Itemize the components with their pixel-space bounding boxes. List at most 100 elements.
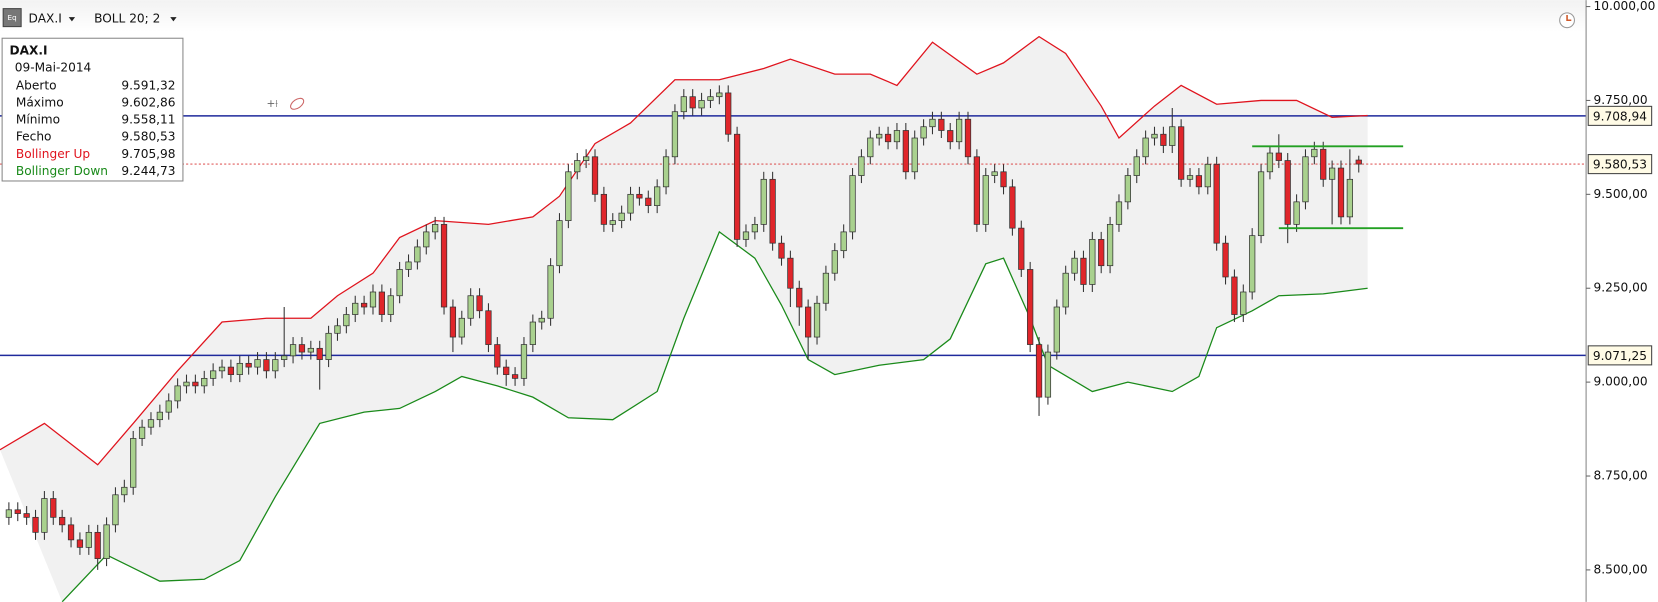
candle-body: [254, 359, 261, 368]
candle-body: [281, 355, 288, 360]
band-fill: [0, 36, 1368, 602]
info-label: Fecho: [16, 130, 52, 144]
candle-body: [1266, 152, 1274, 173]
info-value: 9.244,73: [121, 164, 175, 178]
info-value: 9.558,11: [121, 113, 175, 127]
candle-body: [316, 347, 323, 360]
candle-body: [796, 287, 803, 308]
candle-body: [778, 242, 785, 259]
price-flag-label: 9.071,25: [1593, 349, 1647, 363]
candle-body: [485, 310, 492, 345]
candle-body: [396, 269, 403, 297]
candle-body: [138, 426, 146, 439]
price-flag: [1587, 154, 1653, 175]
candle-body: [476, 295, 483, 312]
candle-body: [973, 156, 981, 225]
candle-body: [583, 156, 590, 161]
info-date: 09-Mai-2014: [15, 60, 92, 74]
eraser-icon[interactable]: [289, 96, 306, 111]
candle-body: [964, 118, 972, 158]
candle-body: [840, 231, 847, 252]
candle-body: [14, 509, 21, 514]
candle-body: [627, 193, 634, 214]
candle-body: [1257, 171, 1265, 237]
candle-body: [760, 178, 767, 225]
candle-body: [325, 332, 332, 360]
candle-body: [165, 400, 172, 413]
candle-body: [183, 381, 190, 387]
candle-body: [343, 314, 350, 327]
candle-body: [600, 193, 608, 225]
candle-body: [769, 178, 776, 244]
candle-body: [387, 295, 394, 315]
candle-body: [1293, 201, 1300, 225]
candle-body: [991, 171, 998, 176]
price-flag-label: 9.580,53: [1593, 158, 1647, 172]
dropdown-arrow[interactable]: [170, 17, 177, 22]
candle-body: [1142, 137, 1149, 158]
candle-body: [849, 175, 856, 233]
symbol-icon[interactable]: [2, 8, 22, 28]
candle-body: [156, 411, 163, 421]
candle-body: [1231, 276, 1238, 315]
candle-body: [369, 291, 377, 308]
candle-body: [733, 133, 741, 240]
candle-body: [867, 137, 874, 158]
candle-body: [1062, 272, 1069, 308]
candle-body: [23, 513, 30, 518]
candle-body: [1080, 257, 1087, 285]
candle-body: [929, 118, 936, 128]
tool-icon[interactable]: +⟊: [266, 98, 278, 110]
candle-body: [112, 494, 119, 526]
candle-body: [494, 344, 501, 368]
candle-body: [352, 302, 359, 315]
candle-body: [1178, 126, 1185, 180]
candle-body: [50, 498, 57, 518]
candle-body: [947, 130, 954, 143]
candle-body: [1346, 178, 1353, 218]
candle-body: [1098, 239, 1105, 267]
dropdown-arrow[interactable]: [68, 17, 76, 22]
candle-body: [876, 133, 883, 139]
candle-body: [458, 317, 465, 338]
candle-body: [298, 344, 306, 353]
candle-body: [1106, 224, 1114, 267]
candle-body: [636, 193, 643, 199]
candle-body: [645, 197, 652, 206]
candle-body: [1249, 235, 1256, 293]
candle-body: [529, 321, 536, 345]
candle-body: [698, 100, 705, 109]
info-label: Bollinger Up: [16, 147, 91, 161]
candle-body: [982, 175, 989, 225]
candle-body: [1222, 242, 1229, 278]
candle-body: [902, 130, 909, 173]
candle-body: [360, 302, 368, 308]
candle-body: [467, 295, 474, 319]
candle-body: [511, 374, 519, 379]
info-label: Mínimo: [16, 113, 60, 127]
band-line: [0, 35, 1368, 466]
info-symbol: DAX.I: [10, 43, 48, 57]
candle-body: [1328, 167, 1336, 180]
candle-body: [858, 156, 865, 176]
candle-body: [1089, 239, 1096, 285]
indicator-menu[interactable]: BOLL 20; 2: [94, 12, 160, 26]
symbol-menu[interactable]: DAX.I: [29, 12, 62, 26]
candle-body: [671, 111, 679, 158]
candle-body: [210, 370, 217, 379]
candle-body: [130, 438, 137, 488]
clock-hands: [1566, 14, 1572, 22]
candle-body: [1320, 148, 1327, 180]
candle-body: [103, 524, 110, 560]
icon-glyph: Eq: [7, 13, 17, 22]
candle-body: [893, 130, 901, 143]
candle-body: [1035, 344, 1043, 398]
y-tick-label: 9.250,00: [1593, 281, 1647, 295]
candle-body: [1009, 186, 1016, 229]
candle-body: [1355, 159, 1362, 165]
info-box-frame: [1, 37, 184, 182]
candle-body: [41, 498, 48, 533]
candle-body: [831, 250, 838, 274]
